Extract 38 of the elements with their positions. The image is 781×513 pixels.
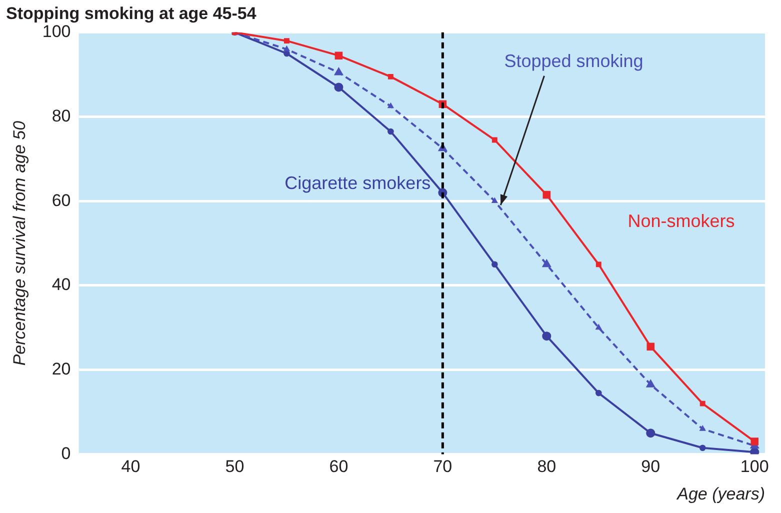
point xyxy=(542,190,551,199)
text: Stopped smoking xyxy=(504,50,644,71)
x-tick-label: 100 xyxy=(740,457,769,476)
x-tick-label: 40 xyxy=(121,457,140,476)
y-tick-label: 100 xyxy=(42,22,71,42)
x-axis-title: Age (years) xyxy=(676,484,765,504)
x-tick-label: 50 xyxy=(225,457,244,476)
point xyxy=(542,332,552,341)
y-axis-title: Percentage survival from age 50 xyxy=(10,120,29,366)
point xyxy=(334,82,344,92)
y-tick-label: 40 xyxy=(52,275,71,294)
point xyxy=(542,258,552,268)
point xyxy=(699,444,706,452)
x-tick-label: 90 xyxy=(641,457,660,476)
x-tick-label: 60 xyxy=(329,457,348,476)
point xyxy=(750,438,758,446)
y-tick-label: 0 xyxy=(61,444,71,463)
point xyxy=(492,137,498,143)
point xyxy=(700,400,706,406)
point xyxy=(284,38,290,44)
x-tick-label: 70 xyxy=(433,457,452,476)
point xyxy=(595,390,602,396)
text: Non-smokers xyxy=(628,211,735,232)
point xyxy=(283,45,290,52)
y-tick-label: 20 xyxy=(52,360,71,379)
series-label: Cigarette smokers xyxy=(284,173,431,194)
chart-title: Stopping smoking at age 45-54 xyxy=(6,4,257,23)
point xyxy=(388,74,394,80)
point xyxy=(646,379,656,388)
x-tick-label: 80 xyxy=(537,457,556,476)
y-tick-label: 80 xyxy=(52,106,71,126)
point xyxy=(646,428,656,438)
point xyxy=(334,52,343,60)
point xyxy=(334,66,344,76)
point xyxy=(646,342,655,351)
y-tick-label: 60 xyxy=(52,190,71,210)
point xyxy=(387,102,394,108)
point xyxy=(596,262,602,268)
